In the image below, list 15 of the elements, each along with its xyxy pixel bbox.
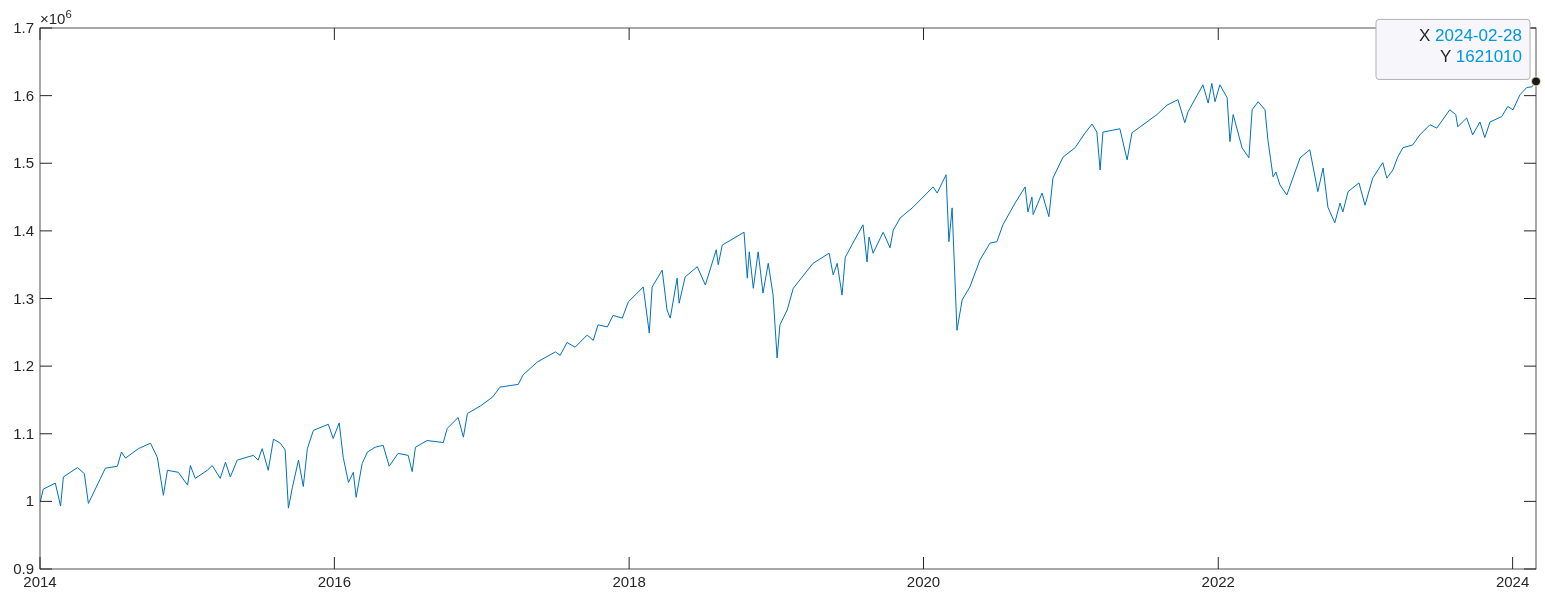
- y-tick-label: 1: [25, 492, 34, 510]
- x-tick-label: 2020: [906, 573, 941, 590]
- y-tick-label: 1.7: [13, 19, 34, 36]
- text: ×10$^{6}$: [40, 8, 72, 27]
- y-tick-label: 1.2: [13, 357, 34, 375]
- y-tick-label: 1.3: [13, 289, 34, 307]
- x-tick-label: 2022: [1201, 573, 1235, 590]
- x-tick-label: 2024: [1495, 573, 1530, 590]
- x-tick-label: 2018: [612, 573, 646, 590]
- annotation: X 2024-02-28 Y 1621010: [1418, 26, 1522, 67]
- x-tick-label: 2016: [317, 573, 352, 590]
- y-tick-label: 1.6: [13, 86, 34, 104]
- y-tick-label: 1.4: [13, 221, 34, 239]
- y-tick-label: 1.5: [13, 154, 34, 172]
- y-tick-label: 1.1: [13, 424, 34, 442]
